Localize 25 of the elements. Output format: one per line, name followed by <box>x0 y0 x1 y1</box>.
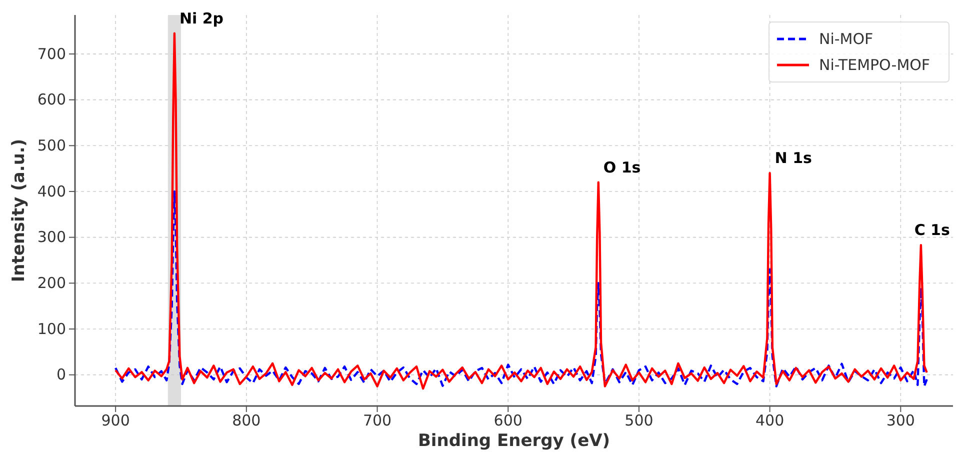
y-tick-label: 500 <box>37 136 66 154</box>
x-tick-label: 800 <box>232 412 261 430</box>
line-series <box>114 32 928 390</box>
y-axis-title: Intensity (a.u.) <box>9 138 29 282</box>
x-tick-label: 700 <box>362 412 392 430</box>
x-tick-label: 300 <box>886 412 915 430</box>
y-tick-label: 600 <box>37 90 66 109</box>
x-tick-label: 900 <box>101 412 130 430</box>
x-tick-label: 600 <box>494 412 522 430</box>
y-tick-label: 400 <box>37 182 66 200</box>
line-series <box>114 190 928 388</box>
y-tick-label: 200 <box>37 274 66 292</box>
x-tick-label: 400 <box>755 412 784 430</box>
y-tick-label: 700 <box>37 44 66 63</box>
y-tick-label: 100 <box>37 320 66 338</box>
annotation: O 1s <box>603 158 641 176</box>
legend-label: Ni-MOF <box>819 30 874 48</box>
y-tick-label: 300 <box>37 228 66 246</box>
annotation: N 1s <box>774 149 812 168</box>
x-axis-title: Binding Energy (eV) <box>418 431 610 451</box>
x-tick-label: 500 <box>624 412 654 430</box>
y-tick-label: 0 <box>56 366 66 384</box>
legend-label: Ni-TEMPO-MOF <box>819 56 930 74</box>
annotation: Ni 2p <box>179 9 224 28</box>
annotation: C 1s <box>914 221 950 240</box>
